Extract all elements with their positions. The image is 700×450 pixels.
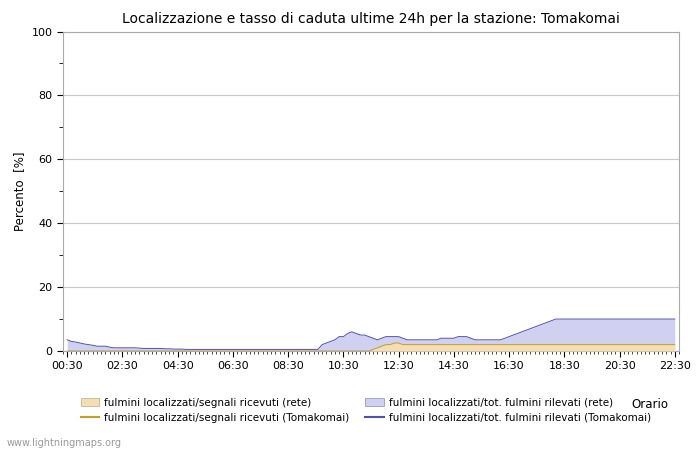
Legend: fulmini localizzati/segnali ricevuti (rete), fulmini localizzati/segnali ricevut: fulmini localizzati/segnali ricevuti (re… [80, 398, 652, 423]
Text: www.lightningmaps.org: www.lightningmaps.org [7, 438, 122, 448]
Y-axis label: Percento  [%]: Percento [%] [13, 152, 26, 231]
Title: Localizzazione e tasso di caduta ultime 24h per la stazione: Tomakomai: Localizzazione e tasso di caduta ultime … [122, 12, 620, 26]
Text: Orario: Orario [631, 398, 668, 411]
